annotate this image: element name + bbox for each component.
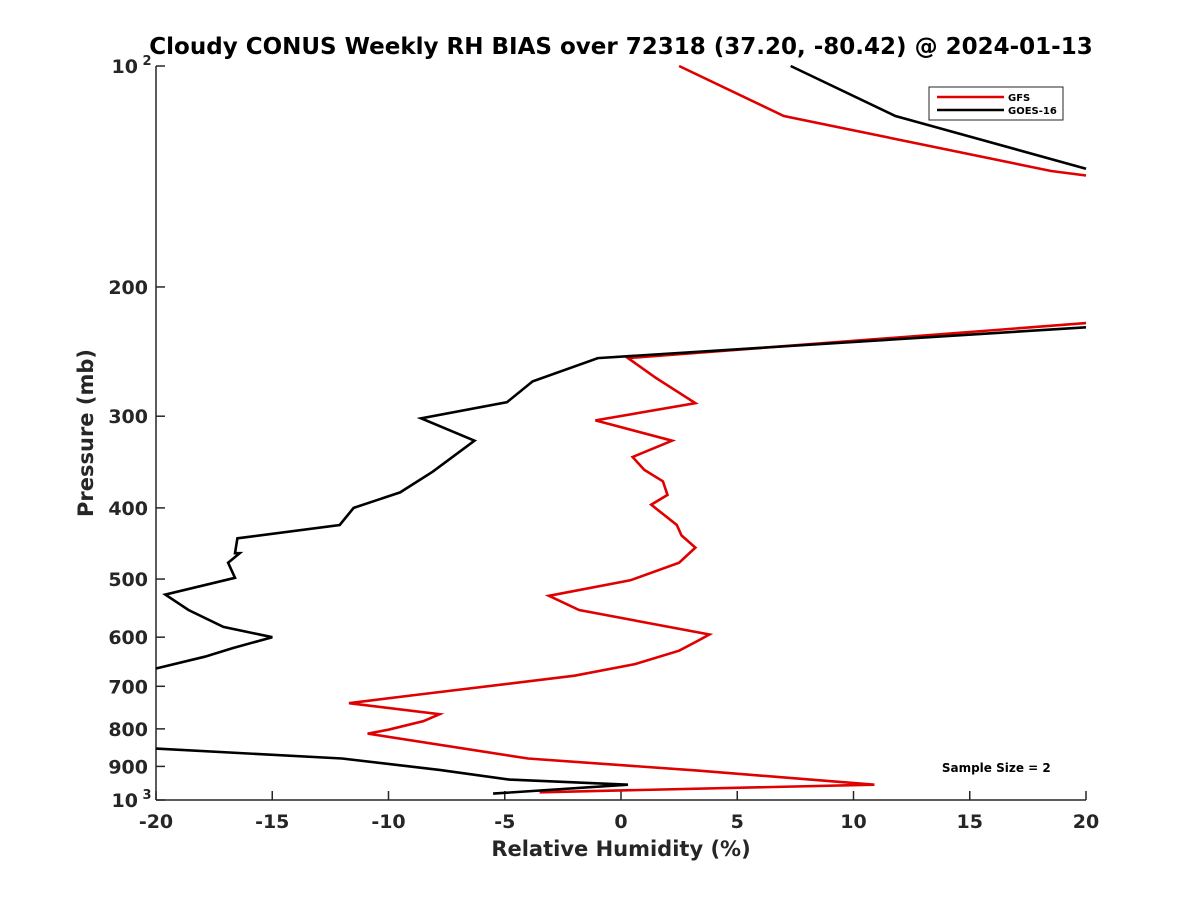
y-tick-label: 10 — [112, 56, 138, 78]
legend-label-goes16: GOES-16 — [1008, 106, 1057, 117]
y-tick-label: 300 — [108, 406, 148, 428]
y-tick-label: 400 — [108, 498, 148, 520]
y-tick-exponent: 2 — [142, 54, 151, 69]
plot-area — [155, 66, 1086, 801]
series-lines — [155, 64, 1087, 795]
legend-label-gfs: GFS — [1008, 93, 1030, 104]
series-line-goes16-segment-1 — [790, 64, 1087, 170]
x-axis-ticks: -20 -15 -10 -5 0 5 10 15 20 — [139, 791, 1099, 833]
x-tick-label: 10 — [840, 811, 866, 833]
x-tick-label: -10 — [371, 811, 405, 833]
x-tick-label: 15 — [957, 811, 983, 833]
x-tick-label: 20 — [1073, 811, 1099, 833]
y-axis-label: Pressure (mb) — [74, 349, 98, 517]
series-line-goes16-segment-3 — [155, 747, 629, 795]
legend: GFS GOES-16 — [928, 86, 1064, 121]
y-tick-label: 800 — [108, 719, 148, 741]
y-tick-label: 600 — [108, 627, 148, 649]
y-tick-label: 200 — [108, 277, 148, 299]
legend-box — [928, 86, 1064, 121]
x-tick-label: 5 — [731, 811, 744, 833]
sample-size-annotation: Sample Size = 2 — [942, 761, 1051, 775]
y-tick-label: 10 — [112, 790, 138, 812]
x-tick-label: -5 — [494, 811, 515, 833]
x-tick-label: -20 — [139, 811, 173, 833]
series-line-goes16-segment-2 — [155, 326, 1087, 670]
y-tick-exponent: 3 — [142, 788, 151, 803]
y-tick-label: 900 — [108, 756, 148, 778]
series-line-gfs-segment-1 — [678, 64, 1087, 177]
y-tick-label: 700 — [108, 676, 148, 698]
x-tick-label: 0 — [614, 811, 627, 833]
y-tick-label: 500 — [108, 569, 148, 591]
x-tick-label: -15 — [255, 811, 289, 833]
y-axis-ticks: 10 2 200 300 400 500 600 700 800 900 10 3 — [108, 54, 165, 812]
x-axis-label: Relative Humidity (%) — [491, 837, 750, 861]
series-line-gfs-segment-2 — [348, 321, 1087, 794]
chart-title: Cloudy CONUS Weekly RH BIAS over 72318 (… — [149, 34, 1092, 60]
